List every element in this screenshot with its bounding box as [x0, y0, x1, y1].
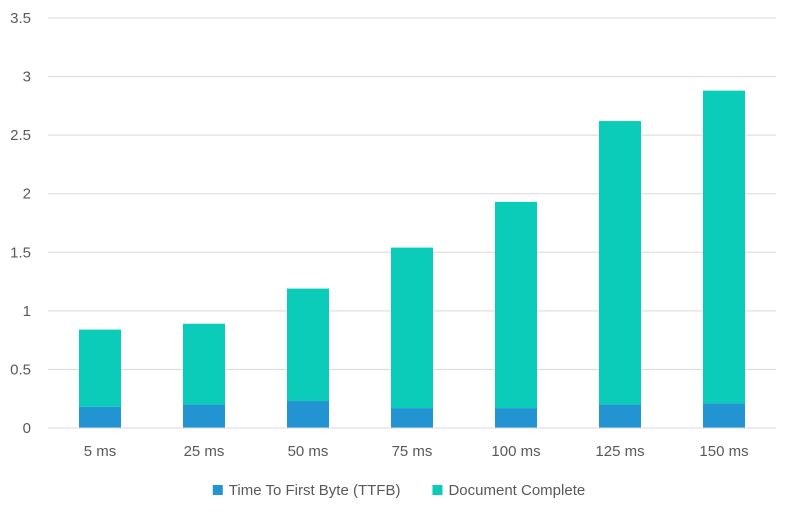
y-tick-label: 2.5: [10, 127, 31, 144]
x-tick-label: 5 ms: [84, 443, 117, 460]
bar-ttfb: [391, 408, 433, 428]
y-tick-label: 1: [23, 303, 31, 320]
x-axis-ticks: 5 ms 25 ms 50 ms 75 ms 100 ms 125 ms 150 ms: [84, 443, 749, 460]
y-tick-label: 0: [23, 420, 31, 437]
x-tick-label: 75 ms: [392, 443, 433, 460]
legend-label: Document Complete: [448, 482, 585, 499]
bar-ttfb: [287, 401, 329, 428]
y-tick-label: 1.5: [10, 244, 31, 261]
bar-document-complete: [79, 329, 121, 407]
bar-ttfb: [183, 404, 225, 428]
bar-ttfb: [495, 408, 537, 428]
bar-document-complete: [495, 201, 537, 409]
legend: Time To First Byte (TTFB) Document Comple…: [212, 482, 585, 499]
legend-swatch-document-complete: [432, 485, 443, 495]
bar-document-complete: [183, 323, 225, 405]
bar-document-complete: [599, 121, 641, 405]
bar-document-complete: [703, 90, 745, 404]
y-tick-label: 2: [23, 186, 31, 203]
y-tick-label: 3.5: [10, 10, 31, 27]
legend-label: Time To First Byte (TTFB): [229, 482, 401, 499]
legend-swatch-ttfb: [212, 485, 223, 495]
bars: [79, 90, 745, 428]
x-tick-label: 50 ms: [288, 443, 329, 460]
bar-ttfb: [599, 404, 641, 428]
x-tick-label: 150 ms: [699, 443, 748, 460]
bar-document-complete: [287, 288, 329, 402]
bar-document-complete: [391, 247, 433, 409]
y-tick-label: 3: [23, 69, 31, 86]
x-tick-label: 125 ms: [595, 443, 644, 460]
x-tick-label: 25 ms: [184, 443, 225, 460]
x-tick-label: 100 ms: [491, 443, 540, 460]
bar-ttfb: [79, 406, 121, 428]
y-tick-label: 0.5: [10, 361, 31, 378]
y-axis-ticks: 0 0.5 1 1.5 2 2.5 3 3.5: [10, 10, 31, 437]
bar-ttfb: [703, 403, 745, 428]
